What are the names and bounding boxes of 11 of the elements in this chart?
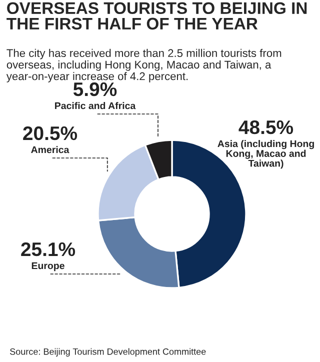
data-label: 20.5%: [23, 126, 78, 140]
data-label: 48.5%: [238, 120, 294, 134]
data-label: 25.1%: [21, 242, 76, 256]
chart-subtitle: The city has received more than 2.5 million tourists from overseas, including Hong Kong, Macao and Taiwan, a year-on-year increase of 4.2 percent.: [6, 48, 282, 82]
slice-label: Pacific and Africa: [55, 102, 136, 110]
slice-label: Asia (including Hong Kong, Macao and Taiwan): [218, 140, 314, 169]
source-note: Source: Beijing Tourism Development Committee: [10, 348, 206, 357]
slice-label: Europe: [32, 262, 64, 272]
data-label: 5.9%: [73, 82, 117, 96]
slice-label: America: [31, 146, 70, 154]
chart-title: OVERSEAS TOURISTS TO BEIJING IN THE FIRST HALF OF THE YEAR: [6, 2, 307, 30]
